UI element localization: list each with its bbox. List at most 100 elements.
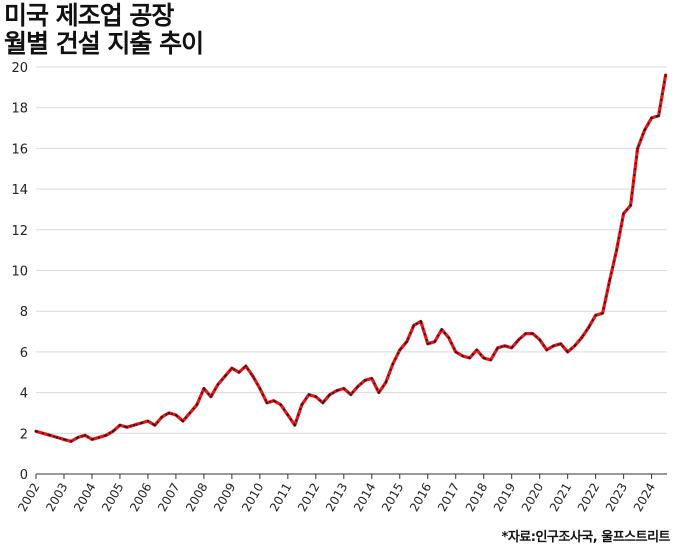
data-point <box>167 411 171 415</box>
y-tick-label: 20 <box>11 61 28 76</box>
data-point <box>622 212 625 215</box>
data-point <box>545 348 548 351</box>
data-point <box>104 434 108 437</box>
data-point <box>286 413 289 417</box>
data-point <box>461 354 464 358</box>
data-point <box>587 326 590 329</box>
x-tick-label: 2003 <box>43 481 70 514</box>
data-point <box>517 338 520 341</box>
data-point <box>594 314 597 317</box>
data-point <box>510 346 513 349</box>
data-point <box>580 336 583 339</box>
data-point <box>475 348 478 351</box>
data-point <box>384 381 387 384</box>
data-point <box>426 342 429 345</box>
x-tick-label: 2019 <box>491 481 518 514</box>
data-point <box>664 74 667 77</box>
y-tick-label: 4 <box>20 387 28 402</box>
data-point <box>335 389 338 392</box>
data-point <box>195 403 198 406</box>
x-tick-label: 2009 <box>211 481 238 514</box>
data-point <box>76 436 80 439</box>
data-point <box>300 403 303 406</box>
y-tick-label: 12 <box>11 224 28 239</box>
x-tick-label: 2020 <box>519 481 546 514</box>
data-point <box>629 204 632 207</box>
data-point <box>601 312 604 315</box>
x-tick-label: 2022 <box>575 481 602 514</box>
data-point <box>223 375 226 378</box>
data-point <box>314 395 317 398</box>
data-point <box>573 344 576 347</box>
y-tick-label: 8 <box>20 305 28 320</box>
data-point <box>139 422 143 425</box>
data-point <box>111 430 115 433</box>
data-point <box>552 344 555 347</box>
data-point <box>650 116 653 119</box>
x-tick-label: 2005 <box>99 481 126 514</box>
x-tick-label: 2008 <box>183 481 210 514</box>
x-tick-label: 2010 <box>239 481 266 514</box>
data-point <box>188 411 192 415</box>
data-point <box>398 348 401 351</box>
data-point <box>279 403 282 406</box>
data-point <box>174 413 178 417</box>
data-point <box>118 424 122 427</box>
data-point <box>482 356 485 360</box>
data-point <box>153 424 157 427</box>
data-point <box>307 393 310 396</box>
data-point <box>251 375 254 378</box>
data-point <box>419 320 422 323</box>
data-point <box>90 438 94 441</box>
data-point <box>209 395 212 398</box>
data-point <box>391 363 394 366</box>
y-tick-label: 6 <box>20 346 28 361</box>
data-point <box>244 365 247 368</box>
x-tick-label: 2023 <box>603 481 630 514</box>
y-tick-label: 0 <box>20 468 28 483</box>
data-point <box>216 383 219 386</box>
data-point <box>559 342 562 345</box>
data-point <box>657 114 660 117</box>
x-tick-label: 2013 <box>323 481 350 514</box>
data-point <box>356 385 359 388</box>
data-point <box>615 249 618 252</box>
chart-title: 미국 제조업 공장 월별 건설 지출 추이 <box>4 2 404 58</box>
x-tick-label: 2024 <box>631 481 658 514</box>
series-line-dotted-overlay <box>35 74 667 443</box>
x-tick-label: 2012 <box>295 481 322 514</box>
y-tick-label: 2 <box>20 427 28 442</box>
y-tick-label: 18 <box>11 102 28 117</box>
data-point <box>636 147 639 150</box>
data-point <box>370 377 373 380</box>
data-point <box>608 279 611 282</box>
data-point <box>447 336 450 339</box>
data-point <box>237 371 240 374</box>
data-point <box>531 332 534 335</box>
data-point <box>377 391 380 394</box>
data-point <box>454 350 457 353</box>
data-point <box>230 367 233 370</box>
x-tick-label: 2015 <box>379 481 406 514</box>
data-point <box>41 432 45 435</box>
data-point <box>132 424 136 427</box>
data-point <box>34 430 38 433</box>
data-point <box>349 393 352 396</box>
data-point <box>265 401 268 404</box>
x-tick-label: 2007 <box>155 481 182 514</box>
x-tick-label: 2002 <box>15 481 42 514</box>
x-tick-label: 2004 <box>71 481 98 514</box>
data-point <box>433 340 436 343</box>
data-point <box>160 415 164 419</box>
data-point <box>566 350 569 353</box>
data-point <box>496 346 499 349</box>
data-point <box>97 436 101 439</box>
y-tick-label: 14 <box>11 183 28 198</box>
data-point <box>83 434 87 437</box>
data-point <box>342 387 345 390</box>
data-point <box>146 419 150 423</box>
data-point <box>181 419 185 423</box>
data-point <box>69 440 73 443</box>
x-tick-label: 2006 <box>127 481 154 514</box>
